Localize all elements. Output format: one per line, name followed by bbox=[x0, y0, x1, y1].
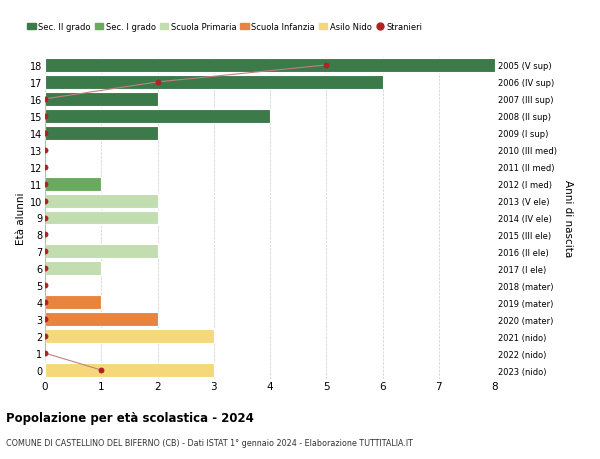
Bar bbox=[45, 363, 214, 377]
Point bbox=[40, 231, 50, 239]
Bar bbox=[45, 211, 157, 225]
Bar bbox=[45, 76, 383, 90]
Point bbox=[40, 96, 50, 103]
Point bbox=[322, 62, 331, 69]
Bar bbox=[45, 127, 157, 140]
Point bbox=[40, 197, 50, 205]
Point bbox=[97, 367, 106, 374]
Point bbox=[40, 248, 50, 256]
Bar bbox=[45, 177, 101, 191]
Point bbox=[40, 130, 50, 137]
Y-axis label: Età alunni: Età alunni bbox=[16, 192, 26, 244]
Point bbox=[40, 147, 50, 154]
Legend: Sec. II grado, Sec. I grado, Scuola Primaria, Scuola Infanzia, Asilo Nido, Stran: Sec. II grado, Sec. I grado, Scuola Prim… bbox=[24, 20, 426, 35]
Bar bbox=[45, 93, 157, 106]
Bar bbox=[45, 296, 101, 309]
Bar bbox=[45, 59, 495, 73]
Y-axis label: Anni di nascita: Anni di nascita bbox=[563, 179, 574, 257]
Point bbox=[40, 299, 50, 306]
Text: COMUNE DI CASTELLINO DEL BIFERNO (CB) - Dati ISTAT 1° gennaio 2024 - Elaborazion: COMUNE DI CASTELLINO DEL BIFERNO (CB) - … bbox=[6, 438, 413, 448]
Point bbox=[152, 79, 162, 86]
Point bbox=[40, 180, 50, 188]
Bar bbox=[45, 262, 101, 276]
Text: Popolazione per età scolastica - 2024: Popolazione per età scolastica - 2024 bbox=[6, 411, 254, 424]
Bar bbox=[45, 313, 157, 326]
Point bbox=[40, 350, 50, 357]
Point bbox=[40, 113, 50, 120]
Bar bbox=[45, 330, 214, 343]
Bar bbox=[45, 194, 157, 208]
Point bbox=[40, 214, 50, 222]
Point bbox=[40, 163, 50, 171]
Point bbox=[40, 333, 50, 340]
Bar bbox=[45, 245, 157, 259]
Point bbox=[40, 282, 50, 289]
Point bbox=[40, 265, 50, 273]
Bar bbox=[45, 110, 270, 123]
Point bbox=[40, 316, 50, 323]
